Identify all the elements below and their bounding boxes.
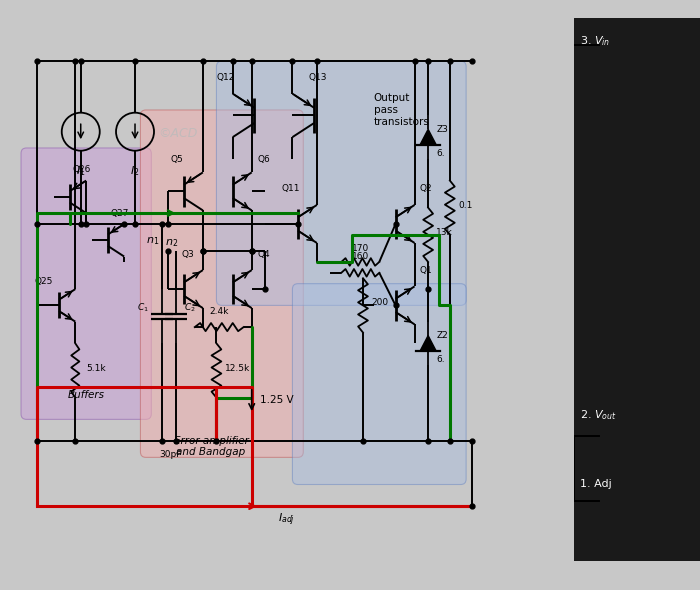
Text: Q5: Q5 [170, 155, 183, 163]
Text: 1. Adj: 1. Adj [580, 479, 612, 489]
FancyBboxPatch shape [293, 284, 466, 484]
Text: Output
pass
transistors: Output pass transistors [374, 93, 430, 127]
Text: Error amplifier
and Bandgap: Error amplifier and Bandgap [174, 435, 248, 457]
Text: Q12: Q12 [216, 73, 235, 82]
Text: Q13: Q13 [309, 73, 327, 82]
Text: 3. $V_{in}$: 3. $V_{in}$ [580, 34, 610, 48]
Text: 30pF: 30pF [159, 450, 181, 460]
Text: Q25: Q25 [34, 277, 53, 286]
Text: Q1: Q1 [420, 266, 433, 275]
Text: $n_1$: $n_1$ [146, 235, 159, 247]
FancyBboxPatch shape [216, 61, 466, 306]
Text: 0.1: 0.1 [458, 201, 472, 209]
Text: Buffers: Buffers [68, 389, 105, 399]
Text: 160: 160 [351, 253, 369, 261]
Text: 6.: 6. [436, 355, 445, 365]
Polygon shape [420, 129, 436, 145]
FancyBboxPatch shape [21, 148, 151, 419]
Text: 2.4k: 2.4k [209, 307, 229, 316]
Text: 2. $V_{out}$: 2. $V_{out}$ [580, 408, 617, 422]
Text: 1.25 V: 1.25 V [260, 395, 293, 405]
Text: $I_1$: $I_1$ [76, 164, 85, 178]
FancyBboxPatch shape [141, 110, 303, 457]
Text: 3. $V_{in}$: 3. $V_{in}$ [580, 34, 610, 48]
Text: 6.: 6. [436, 149, 445, 158]
Text: $C_1$: $C_1$ [136, 302, 148, 314]
Text: 12.5k: 12.5k [225, 363, 250, 372]
Text: Q4: Q4 [257, 250, 270, 258]
Text: Q26: Q26 [73, 165, 91, 175]
Text: 200: 200 [371, 299, 388, 307]
Text: $I_{adj}$: $I_{adj}$ [279, 512, 295, 528]
Text: Q2: Q2 [420, 185, 433, 194]
Text: $n_2$: $n_2$ [165, 238, 178, 250]
Text: 1. Adj: 1. Adj [580, 479, 612, 489]
Polygon shape [420, 336, 436, 351]
Text: 170: 170 [351, 244, 369, 253]
Text: 13k: 13k [436, 228, 453, 237]
Text: Z2: Z2 [436, 331, 448, 340]
Text: Q6: Q6 [257, 155, 270, 163]
Text: $I_2$: $I_2$ [130, 164, 140, 178]
Text: 5.1k: 5.1k [86, 363, 106, 372]
Text: $C_2$: $C_2$ [184, 302, 195, 314]
Text: Q3: Q3 [181, 250, 194, 258]
Text: 2. $V_{out}$: 2. $V_{out}$ [580, 408, 617, 422]
Text: Q11: Q11 [281, 185, 300, 194]
Text: Z3: Z3 [436, 124, 448, 134]
Text: Q27: Q27 [111, 209, 129, 218]
Text: ©ACD: ©ACD [159, 127, 198, 140]
